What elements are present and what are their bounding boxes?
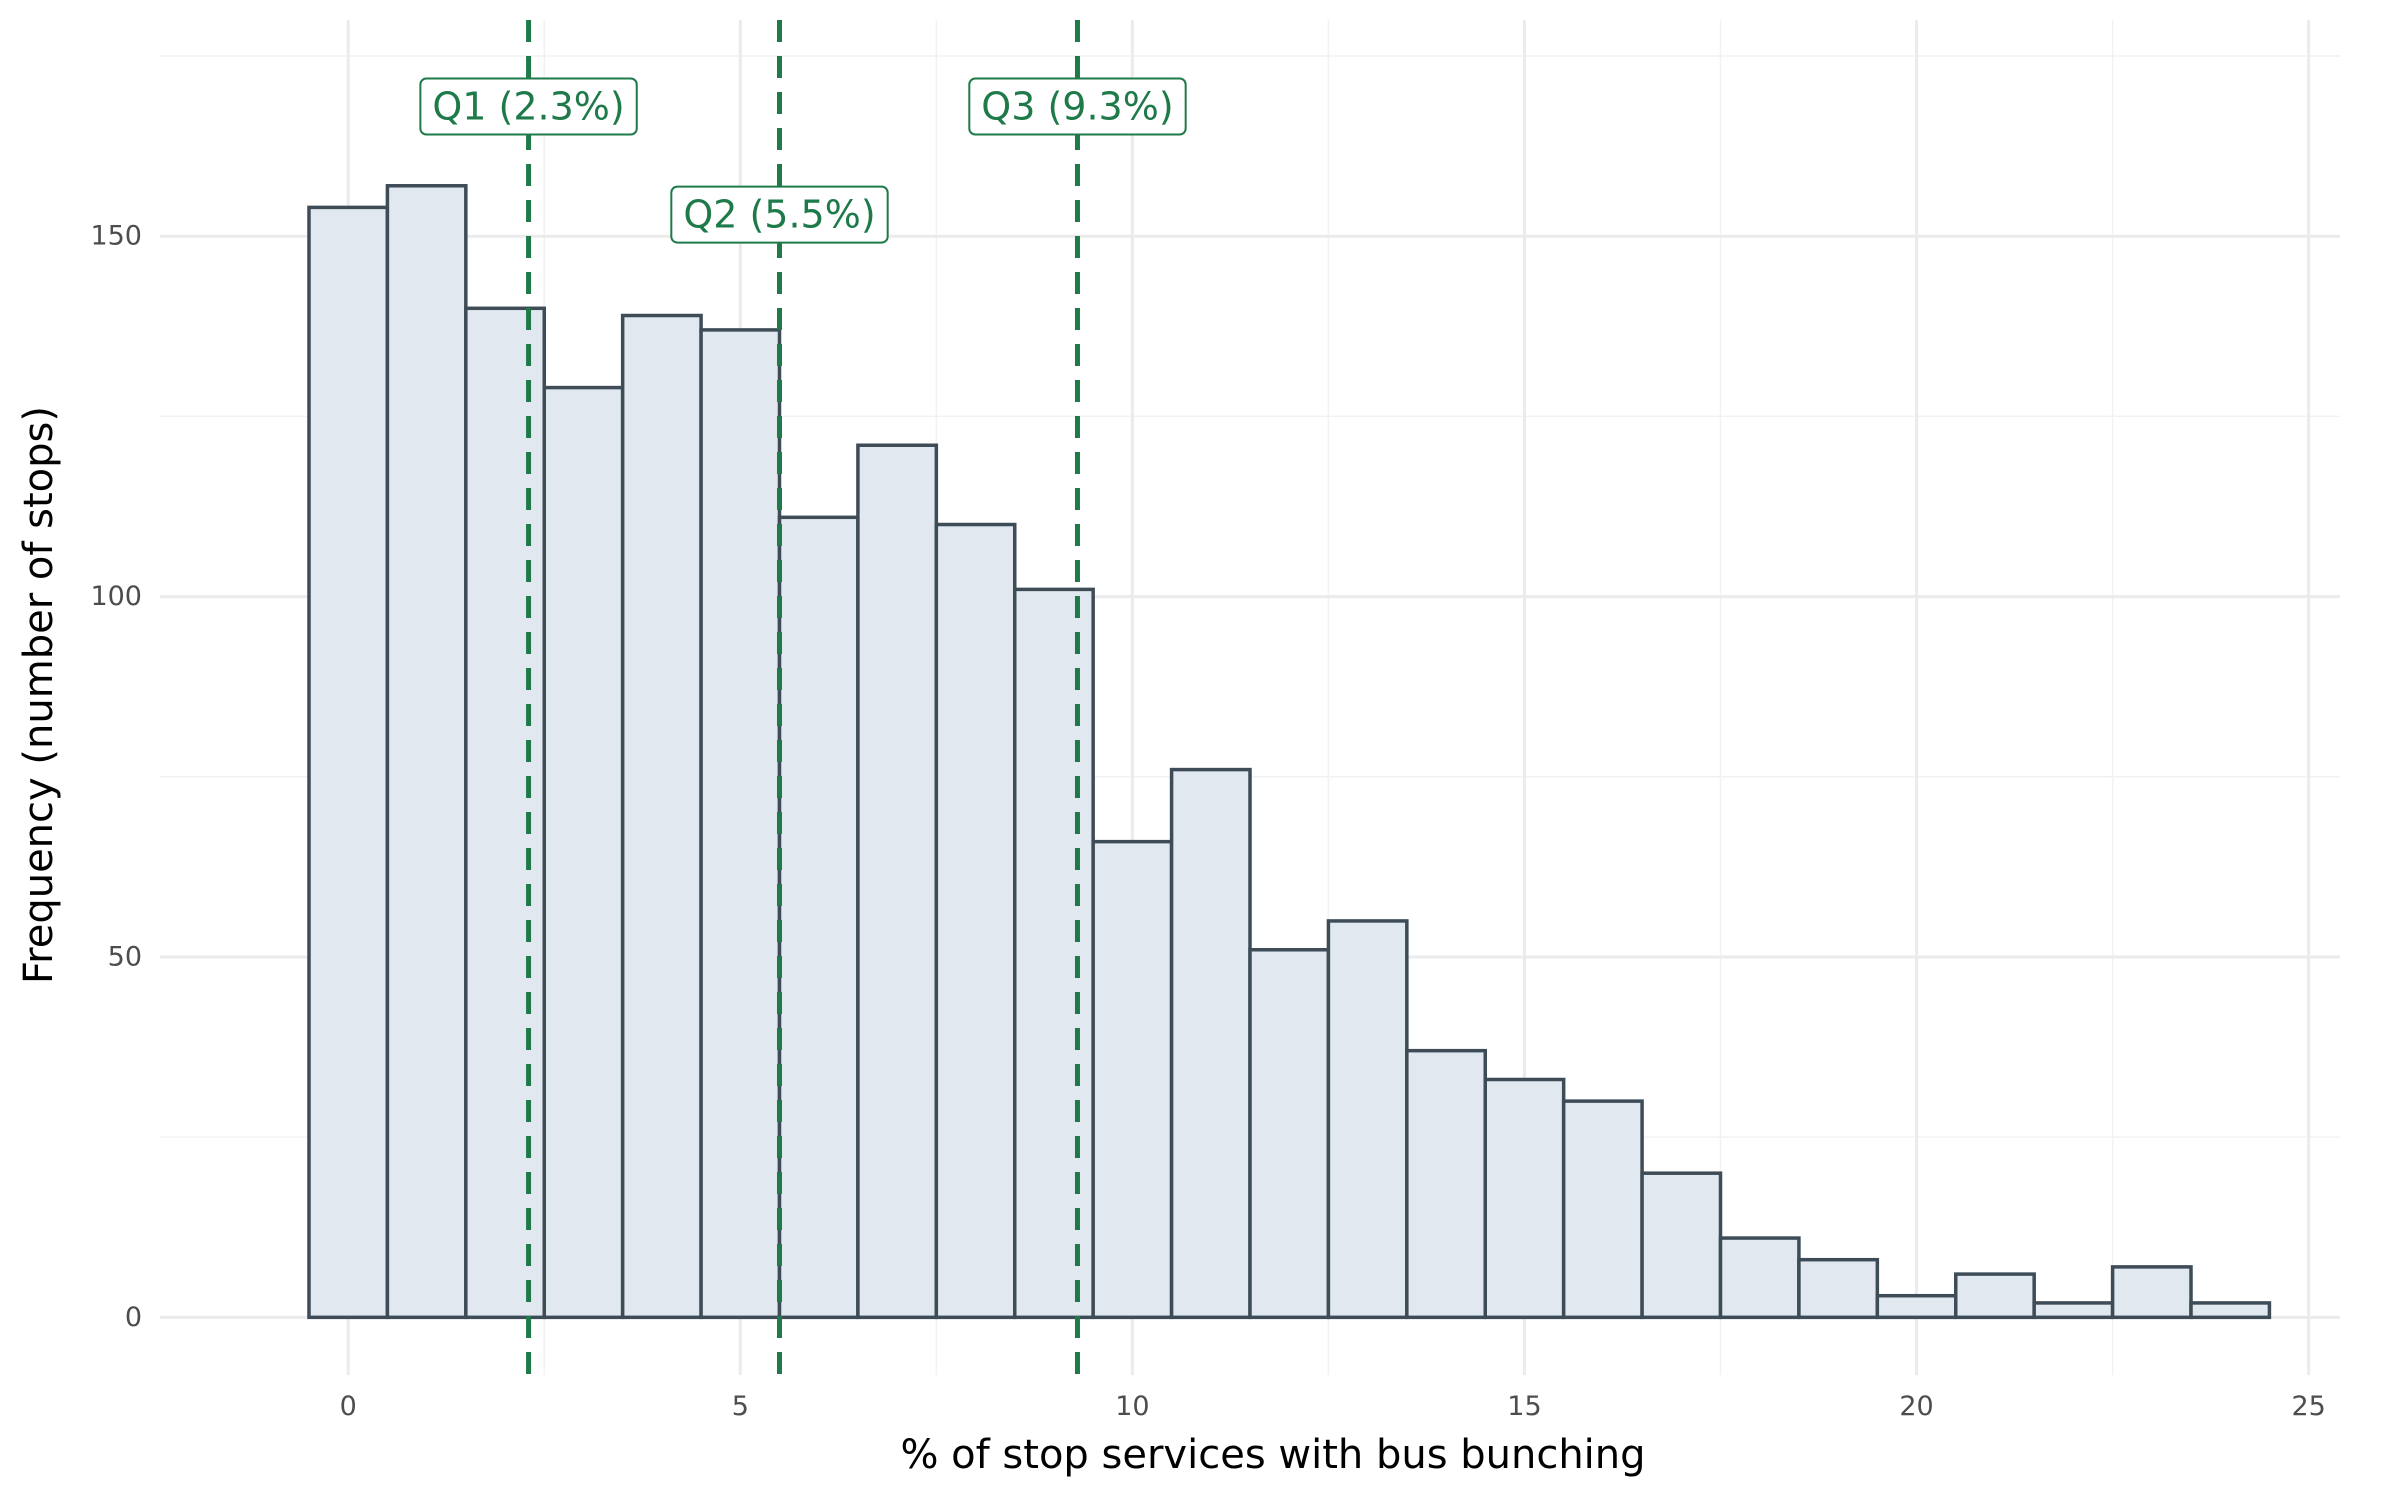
histogram-bar (464, 306, 546, 1320)
histogram-bar (307, 205, 390, 1320)
y-tick-label: 0 (125, 1302, 142, 1333)
histogram-bar (1875, 1293, 1958, 1320)
bars (307, 184, 2272, 1320)
quantile-label-box (670, 185, 889, 244)
histogram-bar (856, 443, 939, 1320)
histogram-bar (542, 385, 625, 1320)
x-tick-label: 25 (2291, 1391, 2325, 1422)
quantile-label-q2: Q2 (5.5%) (670, 185, 889, 244)
histogram-bar (1012, 587, 1095, 1320)
x-tick-label: 20 (1899, 1391, 1933, 1422)
histogram-bar (699, 328, 782, 1320)
x-tick-label: 15 (1507, 1391, 1541, 1422)
y-axis-title: Frequency (number of stops) (16, 406, 62, 984)
quantile-lines: Q1 (2.3%) Q2 (5.5%) Q3 (9.3%) (419, 20, 1187, 1375)
histogram-bar (1405, 1048, 1488, 1320)
y-tick-label: 50 (108, 941, 142, 972)
histogram-bar (1797, 1257, 1880, 1320)
histogram-bar (1640, 1171, 1723, 1320)
histogram-bar (2032, 1301, 2115, 1320)
y-tick-label: 100 (90, 581, 142, 612)
histogram-bar (1954, 1272, 2036, 1320)
quantile-label-text: Q2 (5.5%) (683, 193, 875, 237)
y-tick-label: 150 (90, 221, 142, 252)
x-tick-label: 10 (1115, 1391, 1149, 1422)
quantile-label-q3: Q3 (9.3%) (968, 77, 1187, 136)
histogram-bar (2189, 1301, 2272, 1320)
histogram-bar (1169, 767, 1252, 1320)
quantile-label-box (419, 77, 638, 136)
histogram-bar (1483, 1077, 1566, 1320)
x-axis-title: % of stop services with bus bunching (900, 1432, 1645, 1478)
quantile-label-box (968, 77, 1187, 136)
histogram-bar (934, 522, 1017, 1320)
x-tick-label: 5 (732, 1391, 749, 1422)
histogram-bar (1248, 948, 1331, 1320)
histogram-bar (1326, 919, 1409, 1320)
histogram-bar (620, 313, 703, 1320)
axes: 0 5 10 15 20 25 0 50 100 150 (90, 221, 2325, 1422)
histogram-bar (385, 184, 468, 1320)
x-tick-label: 0 (340, 1391, 357, 1422)
histogram-bar (777, 515, 860, 1320)
quantile-label-text: Q3 (9.3%) (981, 84, 1173, 128)
quantile-label-q1: Q1 (2.3%) (419, 77, 638, 136)
histogram-bar (1561, 1099, 1644, 1320)
histogram-bar (1091, 839, 1174, 1320)
histogram-bar (1718, 1236, 1801, 1320)
histogram-bar (2110, 1265, 2193, 1320)
quantile-label-text: Q1 (2.3%) (432, 84, 624, 128)
